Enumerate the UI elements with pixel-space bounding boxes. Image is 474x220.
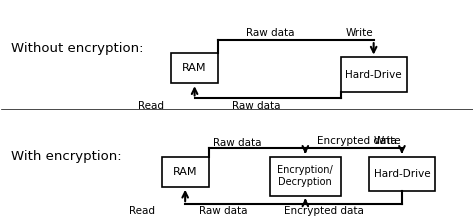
Text: Without encryption:: Without encryption:: [11, 42, 143, 55]
Text: RAM: RAM: [182, 63, 207, 73]
FancyBboxPatch shape: [171, 53, 218, 83]
Text: Encrypted data: Encrypted data: [317, 136, 397, 146]
Text: Read: Read: [128, 206, 155, 216]
Text: With encryption:: With encryption:: [11, 150, 121, 163]
Text: Hard-Drive: Hard-Drive: [346, 70, 402, 80]
Text: Raw data: Raw data: [199, 206, 247, 216]
Text: Encryption/
Decryption: Encryption/ Decryption: [277, 165, 333, 187]
FancyBboxPatch shape: [270, 157, 341, 196]
Text: Raw data: Raw data: [213, 138, 261, 148]
Text: Raw data: Raw data: [232, 101, 280, 111]
FancyBboxPatch shape: [369, 157, 435, 191]
Text: Write: Write: [374, 136, 401, 146]
Text: RAM: RAM: [173, 167, 197, 177]
Text: Encrypted data: Encrypted data: [284, 206, 364, 216]
FancyBboxPatch shape: [341, 57, 407, 92]
Text: Raw data: Raw data: [246, 28, 294, 38]
FancyBboxPatch shape: [162, 157, 209, 187]
Text: Read: Read: [138, 101, 164, 111]
Text: Write: Write: [346, 28, 373, 38]
Text: Hard-Drive: Hard-Drive: [374, 169, 430, 179]
